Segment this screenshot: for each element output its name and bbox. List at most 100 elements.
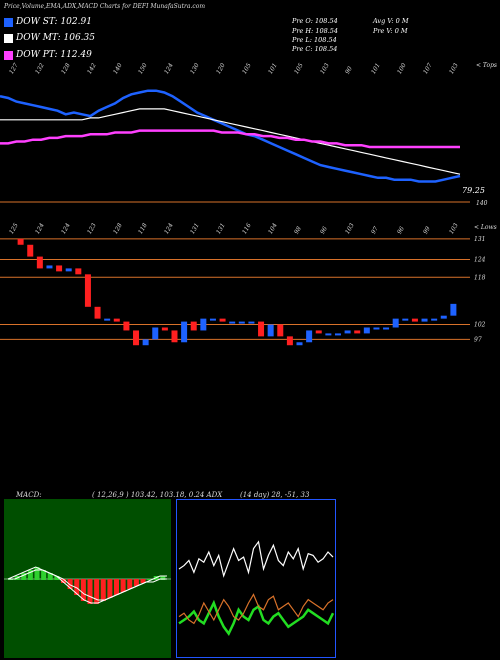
lows-axis-label: < Lows	[474, 224, 497, 231]
legend-dow-mt-label: DOW MT: 106.35	[16, 33, 95, 43]
candle	[133, 330, 140, 346]
candle	[286, 336, 293, 346]
adx-chart	[176, 499, 336, 658]
level-label-1: 124	[474, 257, 486, 264]
candle	[334, 333, 341, 336]
ema-series-0	[0, 89, 461, 183]
candle	[104, 318, 111, 321]
legend-dow-pt: DOW PT: 112.49	[4, 50, 92, 60]
level-label-3: 102	[474, 322, 486, 329]
stat-close: Pre C: 108.54	[292, 45, 338, 53]
price-right-label: 140	[476, 200, 488, 207]
adx-line-2	[178, 593, 334, 625]
legend-dow-mt: DOW MT: 106.35	[4, 33, 95, 43]
candle	[431, 318, 438, 321]
candle	[75, 268, 82, 275]
candle	[383, 327, 390, 330]
level-label-0: 131	[474, 236, 485, 243]
macd-hist-bar	[114, 579, 119, 595]
tops-axis-label: < Tops	[476, 62, 498, 69]
candle	[65, 268, 72, 272]
legend-swatch-pt	[4, 50, 13, 60]
macd-line-1	[8, 569, 167, 601]
candle	[421, 318, 428, 322]
candle	[267, 324, 274, 337]
candle	[84, 274, 91, 307]
last-price-label: 79.25	[462, 186, 485, 195]
macd-hist-bar	[74, 579, 80, 595]
chart-title: Price,Volume,EMA,ADX,MACD Charts for DEF…	[4, 3, 206, 10]
legend-dow-st: DOW ST: 102.91	[4, 17, 92, 27]
ema-series-2	[0, 129, 460, 149]
candle	[56, 265, 63, 272]
adx-frame	[176, 499, 336, 658]
macd-hist-bar	[27, 570, 33, 580]
price-ema-chart	[0, 89, 470, 203]
candle	[277, 324, 284, 337]
legend-swatch-st	[4, 17, 13, 27]
candle	[392, 318, 399, 328]
macd-hist-bar	[47, 573, 53, 580]
candle	[113, 318, 120, 322]
candle	[27, 244, 34, 257]
candle	[36, 256, 43, 269]
macd-hist-bar	[100, 579, 106, 601]
candle	[229, 321, 236, 324]
candle	[363, 327, 370, 334]
candle	[325, 333, 332, 336]
stat-low: Pre L: 108.54	[292, 36, 337, 44]
candle	[161, 327, 168, 331]
candle	[402, 318, 409, 321]
macd-hist-bar	[54, 576, 60, 580]
level-label-2: 118	[474, 274, 486, 281]
macd-hist-bar	[107, 579, 113, 598]
candle	[354, 330, 361, 334]
candle	[296, 342, 303, 346]
macd-hist-bar	[80, 579, 86, 601]
macd-hist-bar	[127, 579, 133, 589]
macd-hist-bar	[41, 570, 47, 580]
candle	[123, 321, 130, 331]
candle	[258, 321, 265, 337]
candle	[171, 330, 178, 343]
candle	[152, 327, 159, 340]
candle-chart: 131 124 118 102 97	[0, 236, 486, 346]
adx-values: (14 day) 28, -51, 33	[240, 491, 310, 499]
candle	[181, 321, 188, 343]
adx-line-1	[178, 599, 335, 637]
macd-hist-bar	[21, 573, 27, 580]
candle	[142, 339, 149, 346]
candle	[440, 315, 447, 319]
macd-hist-bar	[133, 579, 139, 586]
stat-avg-volume: Avg V: 0 M	[373, 17, 409, 25]
candle	[17, 238, 24, 245]
candle	[344, 330, 351, 334]
candle	[219, 318, 226, 322]
macd-hist-bar	[140, 579, 146, 583]
macd-hist-bar	[94, 579, 100, 604]
stat-high: Pre H: 108.54	[292, 27, 339, 35]
candle	[46, 265, 53, 269]
candle	[238, 321, 245, 324]
candle	[94, 306, 101, 319]
macd-hist-bar	[87, 579, 93, 604]
candle	[209, 318, 216, 321]
macd-hist-bar	[61, 579, 66, 583]
ema-series-1	[0, 108, 461, 175]
legend-dow-pt-label: DOW PT: 112.49	[16, 50, 92, 60]
macd-chart	[4, 499, 171, 658]
level-label-4: 97	[474, 336, 482, 343]
macd-hist-bar	[67, 579, 73, 589]
macd-hist-bar	[147, 579, 153, 580]
adx-line-0	[178, 540, 334, 578]
candle	[200, 318, 207, 331]
candle	[315, 330, 322, 334]
stat-pre-volume: Pre V: 0 M	[373, 27, 408, 35]
candle	[373, 327, 380, 330]
candle	[248, 321, 255, 324]
macd-hist-bar	[120, 579, 126, 592]
macd-label: MACD:	[16, 491, 42, 499]
macd-values: ( 12,26,9 ) 103.42, 103.18, 0.24 ADX	[92, 491, 223, 499]
stat-open: Pre O: 108.54	[292, 17, 338, 25]
candle	[190, 321, 197, 331]
